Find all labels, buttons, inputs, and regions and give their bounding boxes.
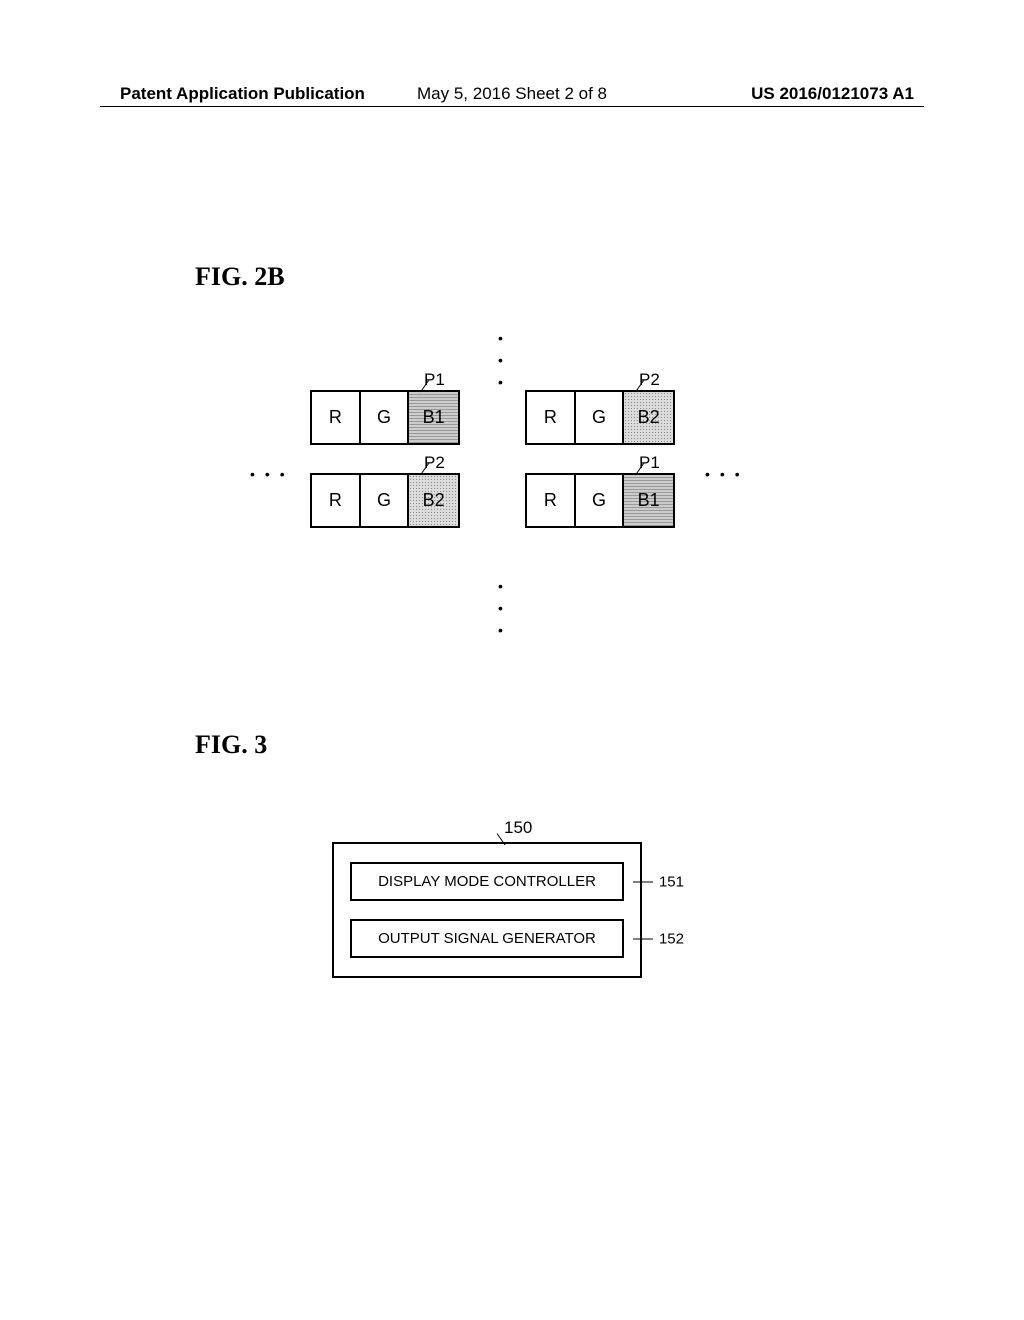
subpixel-r: R — [527, 475, 576, 526]
subpixel-r: R — [312, 475, 361, 526]
display-mode-controller-block: DISPLAY MODE CONTROLLER 151 — [350, 862, 624, 901]
subpixel-r: R — [312, 392, 361, 443]
ref-150: 150 — [504, 818, 532, 838]
pixel-group-p1-br: P1 R G B1 — [525, 473, 675, 528]
dots-vertical-bottom: ••• — [498, 578, 503, 638]
subpixel-b2: B2 — [409, 475, 458, 526]
subpixel-g: G — [361, 392, 410, 443]
header-date: May 5, 2016 Sheet 2 of 8 — [417, 84, 607, 104]
pixel-group-p1-tl: P1 R G B1 — [310, 390, 460, 445]
header-pub: Patent Application Publication — [120, 84, 365, 104]
ref-152: 152 — [659, 930, 684, 947]
pixel-grid: P1 R G B1 P2 R G B2 P2 R G B2 P1 R G — [310, 390, 675, 528]
lead-line — [633, 881, 653, 882]
lead-152: 152 — [633, 930, 684, 947]
block-label: OUTPUT SIGNAL GENERATOR — [378, 930, 596, 947]
pixel-group-p2-bl: P2 R G B2 — [310, 473, 460, 528]
dots-vertical-top: ••• — [498, 330, 503, 390]
subpixel-b1: B1 — [624, 475, 673, 526]
dots-horizontal-left: ••• — [250, 466, 295, 482]
header-pubnum: US 2016/0121073 A1 — [751, 84, 914, 104]
subpixel-r: R — [527, 392, 576, 443]
subpixel-g: G — [576, 475, 625, 526]
fig3-label: FIG. 3 — [195, 730, 267, 760]
controller-block-outer: DISPLAY MODE CONTROLLER 151 OUTPUT SIGNA… — [332, 842, 642, 978]
pixel-group-p2-tr: P2 R G B2 — [525, 390, 675, 445]
lead-line — [633, 938, 653, 939]
lead-151: 151 — [633, 873, 684, 890]
header-rule — [100, 106, 924, 107]
subpixel-g: G — [576, 392, 625, 443]
fig3-diagram: 150 DISPLAY MODE CONTROLLER 151 OUTPUT S… — [332, 842, 642, 978]
fig2b-label: FIG. 2B — [195, 262, 285, 292]
subpixel-b2: B2 — [624, 392, 673, 443]
ref-151: 151 — [659, 873, 684, 890]
output-signal-generator-block: OUTPUT SIGNAL GENERATOR 152 — [350, 919, 624, 958]
page-header: Patent Application Publication May 5, 20… — [0, 84, 1024, 104]
dots-horizontal-right: ••• — [705, 466, 750, 482]
subpixel-g: G — [361, 475, 410, 526]
subpixel-b1: B1 — [409, 392, 458, 443]
block-label: DISPLAY MODE CONTROLLER — [378, 873, 596, 890]
